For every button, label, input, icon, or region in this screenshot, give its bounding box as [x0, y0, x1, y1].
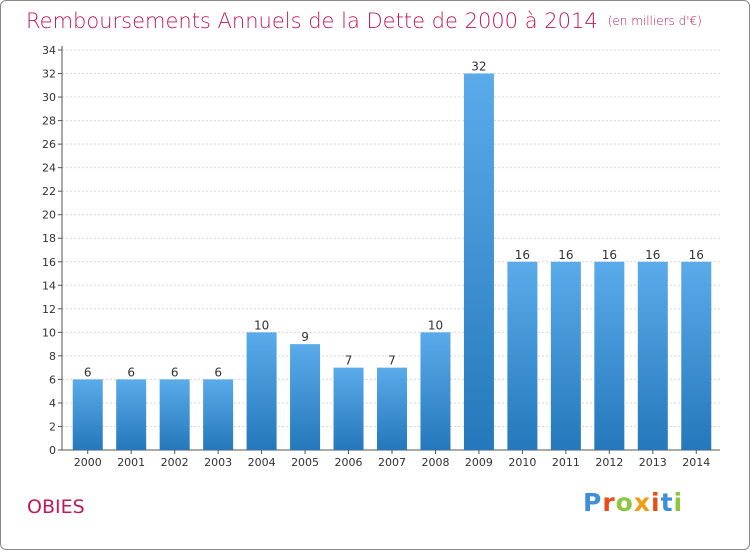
x-tick-label: 2000: [74, 456, 102, 469]
logo-letter: i: [651, 488, 661, 517]
bar: [550, 261, 581, 450]
y-tick-label: 2: [49, 420, 56, 433]
y-tick-label: 12: [42, 303, 56, 316]
proxiti-logo: Proxiti: [583, 488, 683, 517]
logo-letter: i: [673, 488, 684, 517]
logo-letter: o: [615, 488, 634, 517]
y-tick-label: 10: [42, 326, 56, 339]
data-label: 16: [645, 248, 660, 262]
bar: [333, 367, 364, 450]
data-label: 10: [254, 318, 269, 332]
y-tick-label: 28: [42, 115, 56, 128]
data-labels: 6 6 6 6 10 9 7 7 10 32 16 16 16 16 16: [84, 60, 704, 380]
bar: [637, 261, 668, 450]
bar: [681, 261, 712, 450]
data-label: 16: [689, 248, 704, 262]
data-label: 16: [515, 248, 530, 262]
chart-title: Remboursements Annuels de la Dette de 20…: [26, 9, 702, 33]
x-tick-label: 2008: [421, 456, 449, 469]
y-tick-label: 14: [42, 279, 56, 292]
y-tick-label: 0: [49, 444, 56, 457]
data-label: 16: [602, 248, 617, 262]
bar: [377, 367, 407, 450]
data-label: 6: [214, 365, 222, 379]
bar: [290, 344, 321, 450]
x-tick-label: 2005: [291, 456, 319, 469]
x-tick-label: 2006: [335, 456, 363, 469]
logo-letter: r: [602, 488, 616, 517]
x-tick-label: 2004: [248, 456, 276, 469]
data-label: 6: [84, 365, 92, 379]
y-tick-label: 30: [42, 91, 56, 104]
logo-letter: x: [633, 488, 651, 517]
x-tick-label: 2001: [117, 456, 145, 469]
x-tick-label: 2007: [378, 456, 406, 469]
data-label: 32: [471, 60, 486, 74]
data-label: 7: [388, 354, 396, 368]
y-tick-label: 6: [49, 373, 56, 386]
data-label: 7: [345, 354, 353, 368]
unit-label: (en milliers d'€): [607, 14, 702, 28]
y-tick-label: 22: [42, 185, 56, 198]
x-tick-label: 2012: [595, 456, 623, 469]
bar: [159, 379, 190, 450]
y-tick-label: 20: [42, 209, 56, 222]
logo-letter: t: [660, 488, 674, 517]
bar: [72, 379, 103, 450]
logo-letter: P: [583, 488, 603, 517]
y-tick-label: 32: [42, 68, 56, 81]
y-tick-label: 4: [49, 397, 56, 410]
bar: [463, 73, 494, 450]
bar: [246, 332, 277, 450]
title-text: Remboursements Annuels de la Dette de 20…: [26, 9, 598, 33]
data-label: 6: [171, 365, 179, 379]
y-tick-label: 26: [42, 138, 56, 151]
x-tick-label: 2010: [508, 456, 536, 469]
x-tick-label: 2011: [552, 456, 580, 469]
bars: [72, 73, 712, 450]
y-tick-label: 18: [42, 232, 56, 245]
x-tick-label: 2002: [161, 456, 189, 469]
x-tick-label: 2009: [465, 456, 493, 469]
bar: [594, 261, 625, 450]
bar: [203, 379, 234, 450]
data-label: 10: [428, 318, 443, 332]
data-label: 9: [301, 330, 309, 344]
x-tick-label: 2014: [682, 456, 710, 469]
x-tick-label: 2003: [204, 456, 232, 469]
bar: [507, 261, 538, 450]
y-tick-label: 34: [42, 44, 56, 57]
place-name: OBIES: [27, 496, 85, 518]
y-tick-label: 16: [42, 256, 56, 269]
x-tick-label: 2013: [639, 456, 667, 469]
bar: [116, 379, 147, 450]
data-label: 6: [127, 365, 135, 379]
bar: [420, 332, 451, 450]
y-tick-label: 24: [42, 162, 56, 175]
data-label: 16: [558, 248, 573, 262]
y-tick-label: 8: [49, 350, 56, 363]
